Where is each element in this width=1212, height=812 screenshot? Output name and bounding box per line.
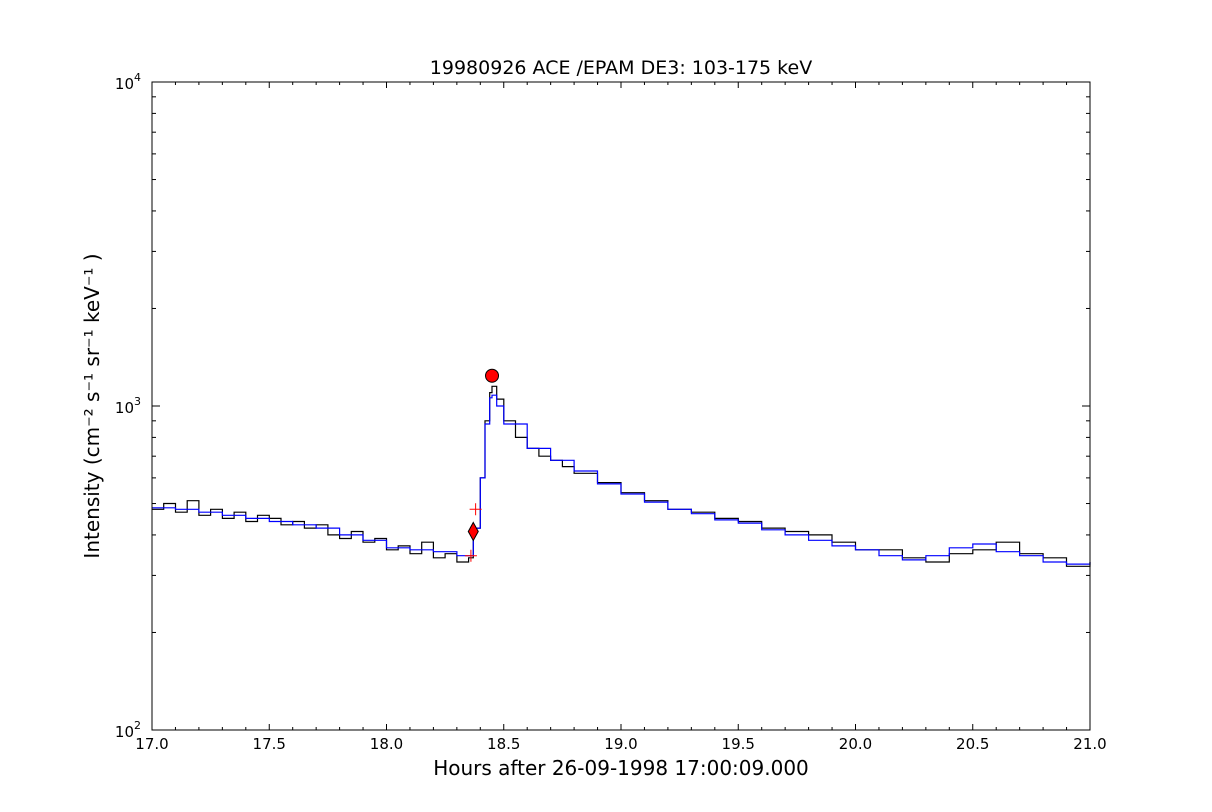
error-marker-3 (469, 503, 482, 516)
x-tick-label: 19.5 (722, 735, 755, 753)
peak-marker (485, 368, 500, 383)
x-tick-label: 17.0 (135, 735, 168, 753)
x-tick-label: 19.0 (604, 735, 637, 753)
series-line-1 (152, 385, 1091, 567)
x-tick-label: 21.0 (1073, 735, 1106, 753)
y-axis-label: Intensity (cm⁻² s⁻¹ sr⁻¹ keV⁻¹ ) (80, 253, 104, 558)
y-tick-exponent: 2 (134, 719, 141, 732)
plot-frame (151, 81, 1091, 731)
x-tick-label: 18.5 (487, 735, 520, 753)
y-tick-exponent: 4 (134, 71, 141, 84)
y-tick-exponent: 3 (134, 395, 141, 408)
x-axis: 17.0 17.5 18.0 18.5 19.0 19.5 20.0 20.5 21.0 (135, 82, 1107, 753)
y-tick-label: 10 (115, 723, 134, 741)
error-marker-4 (464, 549, 477, 562)
x-tick-label: 18.0 (370, 735, 403, 753)
onset-marker (467, 521, 479, 542)
x-tick-label: 17.5 (253, 735, 286, 753)
x-tick-label: 20.5 (956, 735, 989, 753)
series-layer (152, 385, 1091, 567)
y-tick-label: 10 (115, 399, 134, 417)
x-tick-label: 20.0 (839, 735, 872, 753)
series-line-2 (152, 394, 1091, 565)
plot-area (151, 81, 1091, 731)
chart-title: 19980926 ACE /EPAM DE3: 103-175 keV (430, 57, 812, 79)
x-axis-label: Hours after 26-09-1998 17:00:09.000 (433, 756, 809, 780)
marker-layer (464, 368, 500, 562)
y-tick-label: 10 (115, 75, 134, 93)
